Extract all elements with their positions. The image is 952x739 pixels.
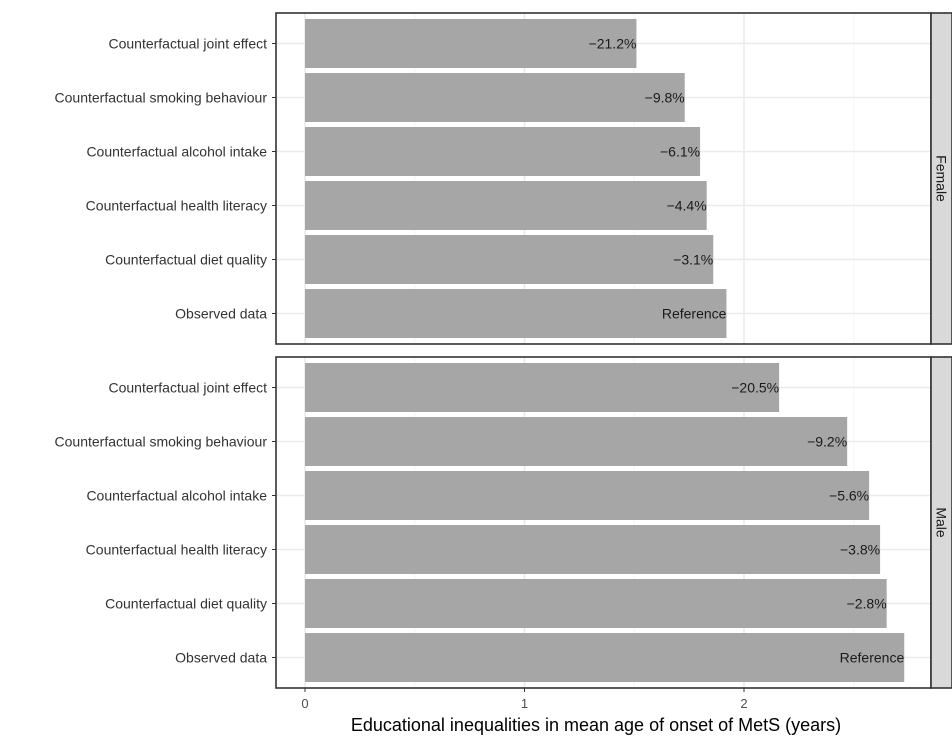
x-axis: 0 1 2 <box>301 688 748 711</box>
bar-value-label: −3.1% <box>673 252 713 268</box>
bar-value-label: −9.8% <box>645 90 685 106</box>
x-tick-label: 0 <box>301 696 308 711</box>
category-label: Observed data <box>175 306 267 322</box>
bar-value-label: −3.8% <box>840 542 880 558</box>
x-tick-label: 1 <box>521 696 528 711</box>
bar <box>305 235 714 284</box>
panel-background <box>276 357 931 688</box>
facet-strip <box>930 12 952 345</box>
panel-male: −20.5% Counterfactual joint effect −9.2% Co… <box>55 356 952 689</box>
x-axis-title: Educational inequalities in mean age of … <box>351 715 841 735</box>
bar-value-label: −2.8% <box>847 596 887 612</box>
bar <box>305 127 701 176</box>
category-label: Counterfactual smoking behaviour <box>55 90 268 106</box>
facet-strip-label: Female <box>934 155 950 202</box>
category-label: Counterfactual alcohol intake <box>86 144 267 160</box>
facet-strip-label: Male <box>934 507 950 538</box>
bar-value-label: Reference <box>840 650 905 666</box>
bar-value-label: −9.2% <box>807 434 847 450</box>
chart-panels: −21.2% Counterfactual joint effect −9.8% Co… <box>55 12 952 689</box>
category-label: Counterfactual alcohol intake <box>86 488 267 504</box>
bar-value-label: −5.6% <box>829 488 869 504</box>
bar <box>305 181 707 230</box>
bar-value-label: −20.5% <box>731 380 779 396</box>
panel-background <box>276 13 931 344</box>
panel-female: −21.2% Counterfactual joint effect −9.8% Co… <box>55 12 952 345</box>
bar-value-label: −21.2% <box>589 36 637 52</box>
bar-value-label: −4.4% <box>667 198 707 214</box>
category-label: Counterfactual health literacy <box>86 542 267 558</box>
category-label: Counterfactual smoking behaviour <box>55 434 268 450</box>
bar <box>305 73 685 122</box>
category-label: Counterfactual joint effect <box>108 36 267 52</box>
bar-value-label: −6.1% <box>660 144 700 160</box>
category-label: Counterfactual diet quality <box>105 252 267 268</box>
x-tick-label: 2 <box>740 696 747 711</box>
bar <box>305 633 905 682</box>
bar <box>305 417 848 466</box>
category-label: Counterfactual health literacy <box>86 198 267 214</box>
category-label: Counterfactual joint effect <box>108 380 267 396</box>
bar <box>305 525 881 574</box>
category-label: Observed data <box>175 650 267 666</box>
bar <box>305 471 870 520</box>
bar-value-label: Reference <box>662 306 727 322</box>
bar <box>305 19 637 68</box>
bar <box>305 579 887 628</box>
bar <box>305 363 780 412</box>
category-label: Counterfactual diet quality <box>105 596 267 612</box>
facet-strip <box>930 356 952 689</box>
bar <box>305 289 727 338</box>
